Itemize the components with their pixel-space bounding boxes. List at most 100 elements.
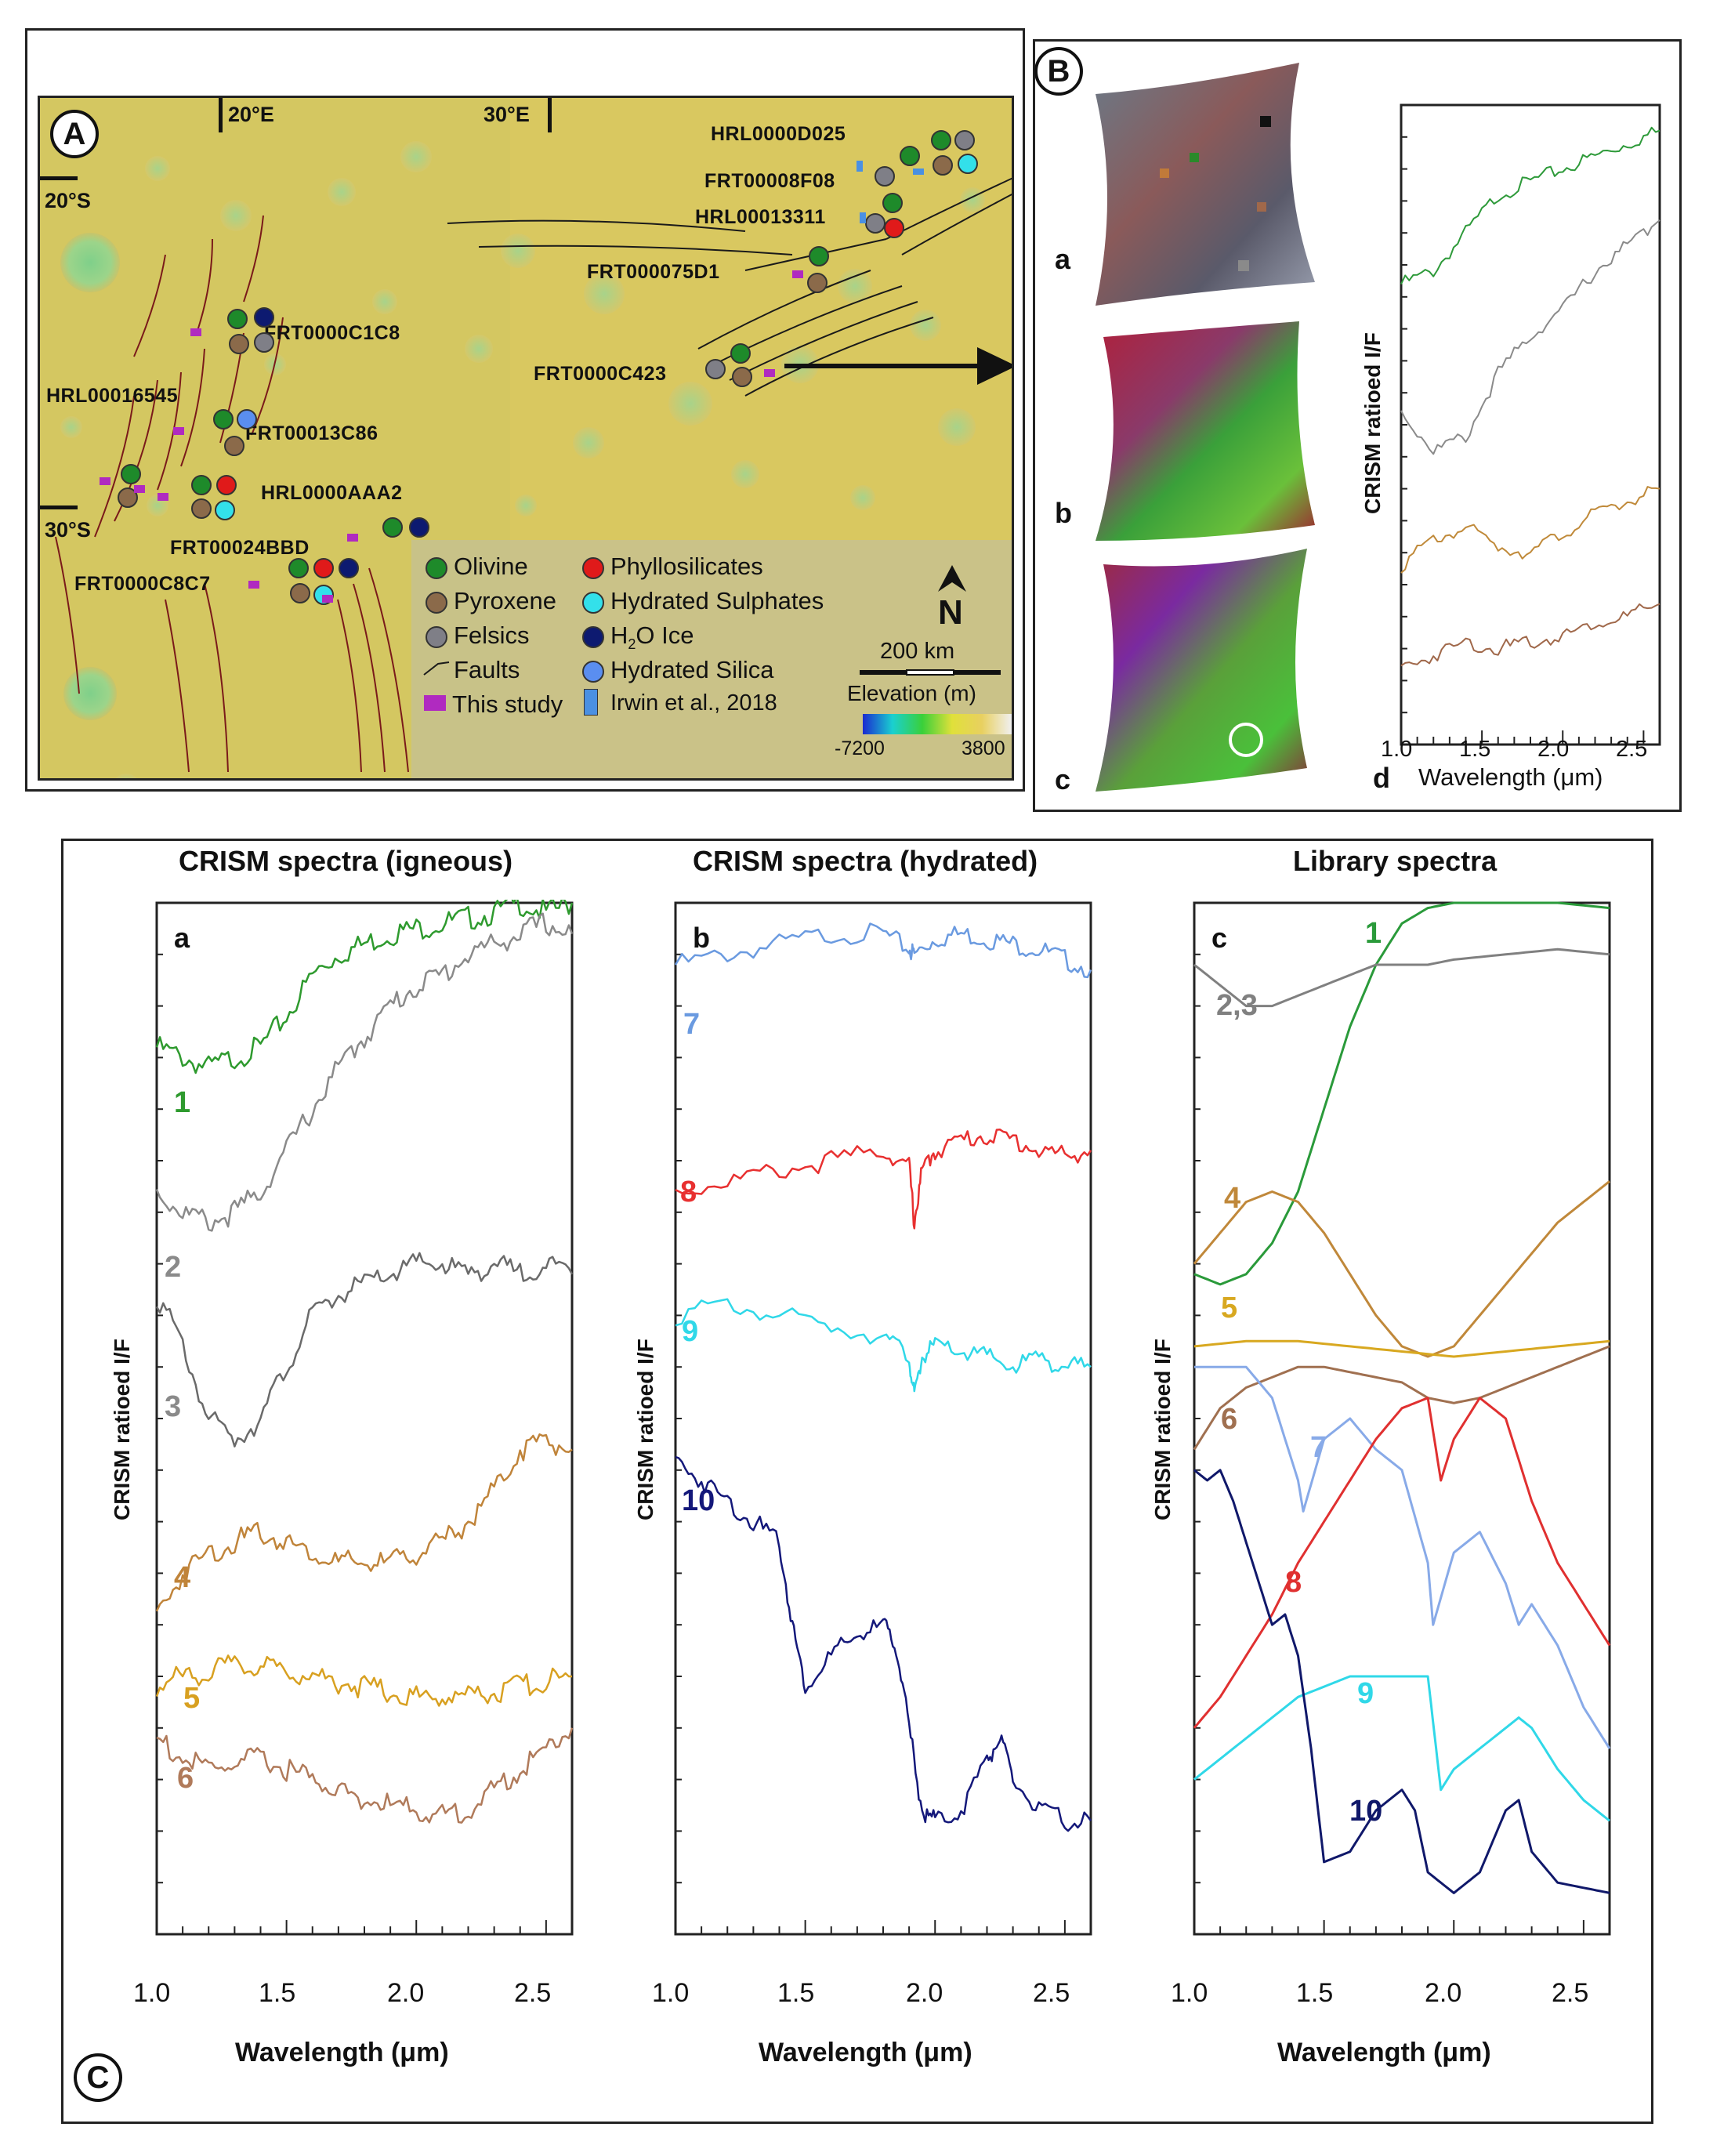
- panel-b-xtick: 2.5: [1616, 737, 1648, 762]
- panel-ca-xlabel: Wavelength (μm): [235, 2038, 449, 2067]
- felsics-dot: [954, 130, 975, 150]
- scale-bar: [860, 669, 1001, 676]
- pointer-arrow-head: [977, 347, 1012, 385]
- legend-olivine: Olivine: [454, 553, 528, 580]
- lat-label-30s: 30°S: [45, 518, 91, 542]
- spectrum-line: [1400, 219, 1660, 455]
- spectrum-line: [156, 1727, 574, 1824]
- pyroxene-dot: [224, 436, 244, 456]
- xtick: 1.0: [1171, 1978, 1208, 2008]
- phyllosilicate-dot: [313, 558, 334, 578]
- lon-label-20e: 20°E: [228, 103, 274, 126]
- panel-b-xtick: 1.5: [1459, 737, 1491, 762]
- lon-marker-20e: [219, 98, 223, 132]
- legend-irwin: Irwin et al., 2018: [610, 690, 777, 716]
- series-label: 10: [1349, 1795, 1383, 1828]
- roi-brown: [1257, 202, 1266, 212]
- spectrum-line: [155, 900, 574, 1074]
- elevation-colorbar: [863, 714, 1012, 734]
- olivine-dot: [382, 517, 403, 538]
- series-label: 4: [174, 1561, 191, 1594]
- lat-marker-20s: [40, 176, 78, 180]
- spectrum-line: [1400, 603, 1660, 667]
- this-study-marker: [173, 427, 184, 435]
- series-label: 5: [183, 1682, 201, 1715]
- panel-c-frame: [61, 839, 1653, 2124]
- plot-igneous: [155, 900, 574, 1936]
- spectrum-line: [155, 1252, 574, 1448]
- roi-green: [1190, 153, 1199, 162]
- irwin-marker: [856, 161, 863, 172]
- pyroxene-dot: [807, 273, 828, 293]
- xtick: 2.5: [514, 1978, 552, 2008]
- this-study-marker: [792, 270, 803, 278]
- this-study-marker: [158, 493, 168, 501]
- silica-dot: [237, 409, 257, 429]
- plot-frame: [1400, 103, 1661, 746]
- panel-b-spectra: [1400, 103, 1661, 746]
- site-label: FRT00024BBD: [170, 537, 310, 559]
- title-library: Library spectra: [1293, 845, 1498, 877]
- series-label: 10: [682, 1484, 715, 1517]
- pyroxene-dot: [732, 367, 752, 387]
- fault-legend-icon: [423, 661, 450, 676]
- sulphates-legend-dot: [582, 592, 604, 614]
- series-label: 6: [1221, 1403, 1238, 1436]
- felsics-dot: [875, 166, 895, 187]
- spectrum-line: [1193, 1397, 1611, 1729]
- panel-letter-c: C: [74, 2053, 122, 2102]
- xtick: 1.5: [777, 1978, 815, 2008]
- xtick: 1.5: [1296, 1978, 1334, 2008]
- spectrum-line: [675, 1129, 1092, 1230]
- site-label: HRL00016545: [46, 385, 179, 407]
- series-label: 7: [683, 1008, 701, 1041]
- olivine-dot: [213, 409, 234, 429]
- lon-label-30e: 30°E: [483, 103, 530, 126]
- site-markers: [100, 130, 1012, 605]
- ice-dot: [339, 558, 359, 578]
- this-study-legend-icon: [424, 695, 446, 711]
- spectrum-line: [155, 1433, 573, 1612]
- panel-cb-xlabel: Wavelength (μm): [759, 2038, 972, 2067]
- panel-ca-ylabel: CRISM ratioed I/F: [110, 1339, 134, 1520]
- site-label: FRT00013C86: [245, 422, 378, 444]
- pyroxene-dot: [118, 487, 138, 508]
- olivine-dot: [121, 464, 141, 484]
- spectrum-line: [1193, 1469, 1610, 1894]
- spectrum-line: [1193, 1180, 1610, 1358]
- plot-frame: [1193, 901, 1611, 1936]
- site-label: FRT0000C8C7: [74, 573, 211, 595]
- series-label: 7: [1310, 1431, 1327, 1464]
- series-label: 3: [165, 1390, 182, 1423]
- series-label: 9: [1357, 1677, 1374, 1710]
- north-label: N: [938, 593, 963, 632]
- panel-cc-xlabel: Wavelength (μm): [1277, 2038, 1491, 2067]
- panel-cb-ylabel: CRISM ratioed I/F: [633, 1339, 657, 1520]
- sub-label-c: c: [1055, 763, 1071, 795]
- panel-b-ylabel: CRISM ratioed I/F: [1360, 332, 1385, 514]
- panel-ab-frame: [25, 28, 1025, 792]
- spectrum-line: [674, 922, 1092, 979]
- olivine-dot: [809, 246, 829, 266]
- spectrum-line: [155, 912, 574, 1232]
- spectrum-line: [675, 1298, 1092, 1393]
- sulphate-dot: [958, 154, 978, 174]
- phyllosilicates-legend-dot: [582, 557, 604, 579]
- series-label: 1: [1365, 917, 1382, 950]
- legend-h2o-ice: H2O Ice: [610, 621, 694, 653]
- phyllosilicate-dot: [216, 475, 237, 495]
- xtick: 1.0: [133, 1978, 171, 2008]
- xtick: 2.5: [1552, 1978, 1589, 2008]
- olivine-dot: [191, 475, 212, 495]
- plot-hydrated: [674, 901, 1092, 1936]
- xtick: 1.0: [652, 1978, 690, 2008]
- map-legend: [411, 540, 1012, 778]
- olivine-legend-dot: [426, 557, 447, 579]
- felsics-dot: [865, 213, 885, 234]
- series-label: 6: [177, 1762, 194, 1795]
- map-panel-a: 20°E 30°E 20°S 30°S HRL0000D025 FRT00008…: [38, 96, 1014, 781]
- plot-library: [1193, 901, 1611, 1936]
- panel-letter-a: A: [50, 110, 99, 158]
- olivine-dot: [288, 558, 309, 578]
- scale-label: 200 km: [880, 639, 955, 664]
